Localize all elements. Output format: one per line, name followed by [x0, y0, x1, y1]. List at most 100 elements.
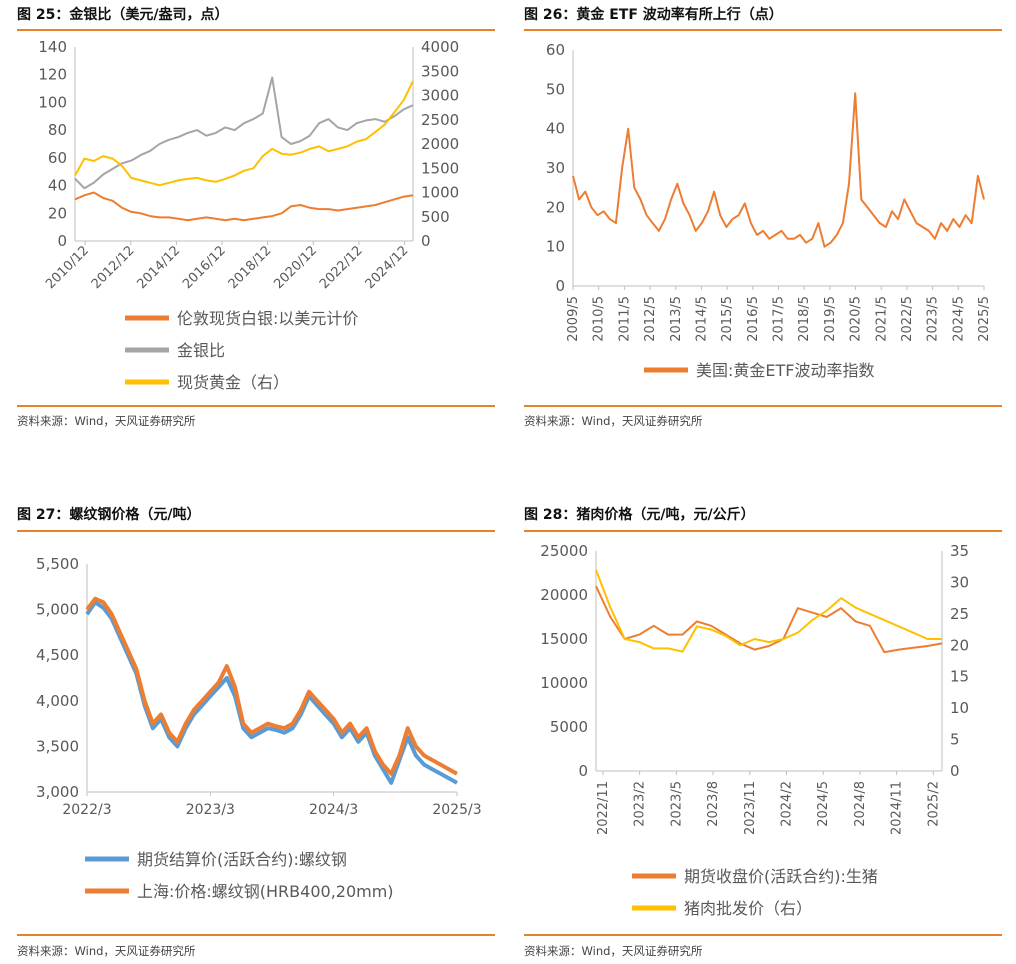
source-note: 资料来源：Wind，天风证券研究所 [524, 414, 703, 428]
y-tick-label: 120 [38, 66, 67, 84]
y-tick-label: 4,000 [36, 692, 79, 710]
legend-label-0: 期货结算价(活跃合约):螺纹钢 [137, 850, 347, 869]
y-tick-label: 3,000 [36, 783, 79, 801]
chart-gold-etf-vol: 0 10 20 30 40 50 60 2009/5 2010/5 2011/5 2012/5 201… [546, 41, 992, 380]
panel-rebar-price: 图 27：螺纹钢价格（元/吨） 3,000 3,500 4,000 4,500 5,00… [17, 500, 495, 964]
series-line-1 [74, 76, 414, 190]
x-tick-label: 2025/5 [977, 296, 992, 342]
y2-tick-label: 3000 [421, 87, 459, 105]
x-tick-label: 2018/12 [226, 243, 275, 292]
x-tick-label: 2019/5 [823, 296, 838, 342]
y-tick-label: 5000 [550, 718, 588, 736]
y-tick-label: 30 [546, 159, 565, 177]
x-tick-label: 2024/11 [890, 781, 905, 835]
title-rule [17, 29, 495, 31]
x-tick-label: 2021/5 [874, 296, 889, 342]
y2-tick-label: 10 [950, 699, 969, 717]
y-tick-label: 25000 [540, 542, 588, 560]
y2-tick-label: 1500 [421, 159, 459, 177]
y-tick-label: 50 [546, 80, 565, 98]
x-tick-label: 2024/5 [951, 296, 966, 342]
title-rule [524, 29, 1002, 31]
legend-label-1: 上海:价格:螺纹钢(HRB400,20mm) [137, 882, 394, 901]
bottom-rule [524, 405, 1002, 407]
x-tick-label: 2023/8 [706, 781, 721, 827]
x-tick-label: 2022/5 [900, 296, 915, 342]
y-tick-label: 40 [48, 177, 67, 195]
x-tick-label: 2022/12 [317, 243, 366, 292]
y2-tick-label: 1000 [421, 184, 459, 202]
x-tick-label: 2012/5 [643, 296, 658, 342]
x-tick-label: 2009/5 [566, 296, 581, 342]
x-tick-label: 2014/5 [694, 296, 709, 342]
x-tick-label: 2024/5 [816, 781, 831, 827]
y2-tick-label: 2500 [421, 111, 459, 129]
chart-gold-silver: 0 20 40 60 80 100 120 140 0 500 1000 1500 2000 2500 30… [38, 38, 459, 392]
x-tick-label: 2020/5 [849, 296, 864, 342]
legend-label-1: 猪肉批发价（右） [684, 899, 812, 918]
panel-gold-silver-ratio: 图 25：金银比（美元/盎司，点） 0 20 40 60 80 100 120 140 0 500… [17, 0, 495, 440]
x-tick-label: 2022/11 [596, 781, 611, 835]
panel-pork-price: 图 28：猪肉价格（元/吨，元/公斤） 0 5000 10000 15000 20000… [524, 500, 1002, 964]
y-tick-label: 140 [38, 38, 67, 56]
bottom-rule [17, 405, 495, 407]
x-tick-label: 2012/12 [89, 243, 138, 292]
y2-tick-label: 2000 [421, 135, 459, 153]
x-tick-label: 2022/3 [62, 802, 111, 818]
series-line-0 [74, 191, 414, 222]
x-tick-label: 2020/12 [271, 243, 320, 292]
title-rule [17, 530, 495, 532]
y-tick-label: 5,000 [36, 601, 79, 619]
x-tick-label: 2017/5 [772, 296, 787, 342]
title-rule [524, 530, 1002, 532]
x-tick-label: 2025/2 [926, 781, 941, 827]
x-tick-label: 2016/5 [746, 296, 761, 342]
source-note: 资料来源：Wind，天风证券研究所 [17, 944, 196, 958]
x-tick-label: 2023/3 [186, 802, 235, 818]
y-tick-label: 20 [48, 204, 67, 222]
x-tick-label: 2010/5 [592, 296, 607, 342]
y-tick-label: 3,500 [36, 737, 79, 755]
y-tick-label: 60 [48, 149, 67, 167]
y2-tick-label: 15 [950, 668, 969, 686]
source-note: 资料来源：Wind，天风证券研究所 [17, 414, 196, 428]
y2-tick-label: 20 [950, 636, 969, 654]
series-line-2 [74, 80, 414, 187]
x-tick-label: 2023/2 [633, 781, 648, 827]
y-tick-label: 5,500 [36, 555, 79, 573]
x-tick-label: 2023/11 [743, 781, 758, 835]
y-tick-label: 10 [546, 238, 565, 256]
panel-gold-etf-vol: 图 26：黄金 ETF 波动率有所上行（点） 0 10 20 30 40 50 60 2009… [524, 0, 1002, 440]
y-tick-label: 0 [555, 277, 565, 295]
y-tick-label: 0 [57, 232, 67, 250]
series-line-1 [595, 569, 942, 653]
series-line-1 [85, 596, 458, 776]
y2-tick-label: 5 [950, 731, 960, 749]
bottom-rule [524, 934, 1002, 936]
y-tick-label: 80 [48, 121, 67, 139]
y-tick-label: 60 [546, 41, 565, 59]
x-tick-label: 2025/3 [432, 802, 481, 818]
x-tick-label: 2015/5 [720, 296, 735, 342]
legend-label-0: 美国:黄金ETF波动率指数 [696, 361, 874, 380]
y2-tick-label: 4000 [421, 38, 459, 56]
panel-title: 图 27：螺纹钢价格（元/吨） [17, 507, 201, 523]
y2-tick-label: 3500 [421, 62, 459, 80]
x-tick-label: 2013/5 [669, 296, 684, 342]
legend-label-0: 期货收盘价(活跃合约):生猪 [684, 867, 878, 886]
legend-label-0: 伦敦现货白银:以美元计价 [177, 309, 358, 328]
y-tick-label: 20000 [540, 586, 588, 604]
y-tick-label: 0 [578, 762, 588, 780]
y-tick-label: 15000 [540, 630, 588, 648]
x-tick-label: 2024/8 [853, 781, 868, 827]
y2-tick-label: 0 [950, 762, 960, 780]
y2-tick-label: 25 [950, 605, 969, 623]
panel-title: 图 26：黄金 ETF 波动率有所上行（点） [524, 7, 783, 23]
y-tick-label: 4,500 [36, 646, 79, 664]
x-tick-label: 2023/5 [926, 296, 941, 342]
chart-rebar: 3,000 3,500 4,000 4,500 5,000 5,500 2022/3 2023… [36, 555, 482, 901]
y-tick-label: 20 [546, 198, 565, 216]
chart-pork: 0 5000 10000 15000 20000 25000 0 5 10 15 20 25 30 35 2… [540, 542, 969, 918]
panel-title: 图 28：猪肉价格（元/吨，元/公斤） [524, 507, 755, 523]
y2-tick-label: 0 [421, 232, 431, 250]
